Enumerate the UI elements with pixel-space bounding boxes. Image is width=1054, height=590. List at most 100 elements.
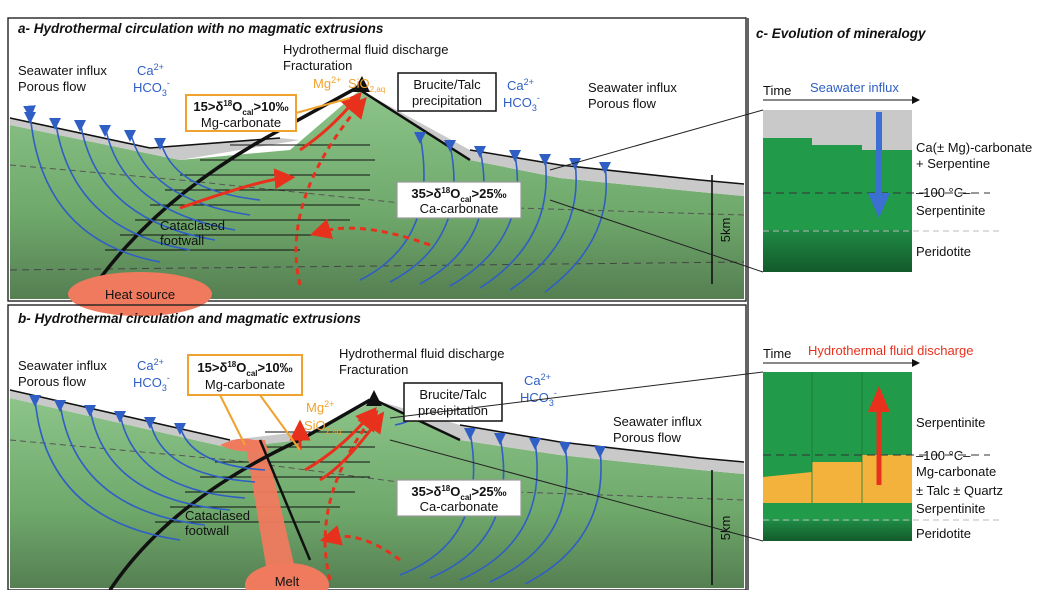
panel-a-frame — [7, 17, 747, 302]
panel-b-ca-box-value: 35>δ18Ocal>25‰ — [411, 484, 506, 502]
panel-b-surface-right — [459, 424, 745, 463]
panel-a-deep-line — [9, 261, 745, 271]
panel-b-melt-dike — [245, 440, 300, 590]
panel-a-sediment-left — [10, 118, 300, 160]
panel-a-ca-box — [396, 181, 522, 219]
panel-b-mg-ion: Mg2+ — [306, 399, 334, 415]
panel-c-top-label-peridotite: Peridotite — [916, 244, 971, 259]
panel-a-seawater-left-2: Porous flow — [18, 79, 87, 94]
panel-b-hco-ion-left: HCO3- — [133, 373, 170, 393]
panel-b-dike-fault — [258, 439, 312, 561]
panel-b-frame — [7, 304, 747, 590]
panel-b-ca-box-name: Ca-carbonate — [420, 499, 499, 514]
panel-b-footwall-1: Cataclased — [185, 508, 250, 523]
panel-c-bottom-connector-1 — [389, 371, 764, 419]
panel-a-seawater-right-arrows — [414, 132, 611, 174]
panel-a-hco-ion-left: HCO3- — [133, 78, 170, 98]
panel-b-seawater-right-arrows — [464, 428, 606, 458]
panel-a-mg-ion: Mg2+ — [313, 75, 341, 91]
panel-a-discharge-2: Fracturation — [283, 58, 352, 73]
panel-c-title: c- Evolution of mineralogy — [756, 26, 927, 41]
panel-b-vent-icon — [366, 390, 382, 406]
panel-b-mg-box — [187, 354, 303, 396]
panel-a-sediment-right — [360, 90, 744, 196]
panel-a-brucite-1: Brucite/Talc — [413, 77, 481, 92]
panel-b-mg-box-leader-1 — [219, 394, 246, 446]
panel-a: Heat source a- Hydrothermal circulation … — [7, 17, 747, 316]
panel-a-ca-box-name: Ca-carbonate — [420, 201, 499, 216]
panel-c-top-label-carbonate: Ca(± Mg)-carbonate — [916, 140, 1032, 155]
panel-b-detachment-fault — [108, 398, 371, 590]
panel-b-ca-ion-right: Ca2+ — [524, 372, 551, 388]
panel-a-mg-box-leader — [295, 97, 351, 114]
panel-a-seawater-right-1: Seawater influx — [588, 80, 677, 95]
panel-b-ca-ion-left: Ca2+ — [137, 357, 164, 373]
panel-c-top-peridotite — [763, 230, 912, 272]
panel-b-seawater-right-1: Seawater influx — [613, 414, 702, 429]
panel-c-top-connector-1 — [549, 109, 764, 171]
panel-b-mg-box-name: Mg-carbonate — [205, 377, 285, 392]
panel-c-bottom-discharge-arrowhead — [868, 386, 890, 412]
panel-a-scale-label: 5km — [718, 218, 733, 243]
panel-b-discharge-2: Fracturation — [339, 362, 408, 377]
panel-a-layer-line — [9, 164, 745, 216]
panel-b-hydrothermal-flows — [289, 407, 401, 581]
panel-b-melt-sill — [220, 438, 270, 452]
panel-a-brucite-box — [397, 72, 497, 112]
panel-a-mg-box-name: Mg-carbonate — [201, 115, 281, 130]
panel-c-top-label-serpentine: + Serpentine — [916, 156, 990, 171]
panel-c-bottom-label-mgcarbonate: Mg-carbonate — [916, 464, 996, 479]
panel-b-sediment-left — [10, 390, 300, 448]
panel-a-title: a- Hydrothermal circulation with no magm… — [18, 21, 384, 36]
panel-a-seawater-left-arrows — [24, 112, 166, 150]
panel-a-hco-ion-right: HCO3- — [503, 93, 540, 113]
panel-c-bottom-time-arrow — [912, 359, 920, 367]
panel-c-bottom-serpentinite-2 — [763, 503, 912, 521]
panel-b-seawater-left-arrows — [29, 395, 186, 435]
panel-a-seawater-right-flows — [359, 134, 607, 293]
panel-b-melt-label: Melt — [275, 574, 300, 589]
panel-a-footwall-2: footwall — [160, 233, 204, 248]
panel-c-top-label-100c: –100 °C– — [916, 185, 971, 200]
panel-c-bottom-label-peridotite: Peridotite — [916, 526, 971, 541]
panel-c-bottom-label-serpentinite-2: Serpentinite — [916, 501, 985, 516]
panel-b-ca-box — [396, 479, 522, 517]
panel-a-brucite-2: precipitation — [412, 93, 482, 108]
panel-b-seawater-right-2: Porous flow — [613, 430, 682, 445]
panel-b-basement — [10, 398, 744, 588]
panel-a-vent-icon — [353, 76, 370, 92]
panel-c-top-label-serpentinite: Serpentinite — [916, 203, 985, 218]
panel-c-bottom-label-talc: ± Talc ± Quartz — [916, 483, 1003, 498]
panel-b-layer-line — [9, 439, 745, 501]
panel-b-scale-label: 5km — [718, 516, 733, 541]
panel-a-hydrothermal-flows — [179, 91, 431, 286]
panel-a-heat-label: Heat source — [105, 287, 175, 302]
panel-a-ca-ion-right: Ca2+ — [507, 77, 534, 93]
panel-a-ca-ion-left: Ca2+ — [137, 62, 164, 78]
panel-b-seawater-right-flows — [394, 409, 602, 585]
panel-b: Melt b- Hydrothermal circulation and mag… — [7, 304, 747, 590]
panel-b-seawater-left-2: Porous flow — [18, 374, 87, 389]
panel-c-bottom-flow-label: Hydrothermal fluid discharge — [808, 343, 973, 358]
panel-b-si-ion: SiO2,aq — [304, 418, 341, 436]
panel-b-seawater-left-flows — [34, 397, 266, 541]
panel-a-seawater-right-2: Porous flow — [588, 96, 657, 111]
panel-c-top-seawater-arrowhead — [868, 193, 890, 218]
panel-b-sediment-right — [375, 400, 744, 474]
panel-a-ca-box-value: 35>δ18Ocal>25‰ — [411, 186, 506, 204]
panel-b-seawater-left-1: Seawater influx — [18, 358, 107, 373]
panel-c-top-carbonate-green — [763, 138, 912, 230]
panel-c-bottom-time: Time — [763, 346, 791, 361]
panel-c: c- Evolution of mineralogy Time Seawater… — [389, 18, 1032, 590]
panel-a-mg-box-value: 15>δ18Ocal>10‰ — [193, 99, 288, 117]
panel-a-discharge-1: Hydrothermal fluid discharge — [283, 42, 448, 57]
panel-c-top-flow-label: Seawater influx — [810, 80, 899, 95]
panel-c-bottom-mgcarbonate — [763, 455, 912, 503]
panel-c-top-connector-2 — [549, 199, 764, 273]
panel-b-footwall-2: footwall — [185, 523, 229, 538]
panel-b-mg-box-value: 15>δ18Ocal>10‰ — [197, 360, 292, 378]
panel-b-mg-box-leader-2 — [259, 394, 301, 451]
panel-c-top-time: Time — [763, 83, 791, 98]
panel-a-basement — [10, 90, 744, 299]
